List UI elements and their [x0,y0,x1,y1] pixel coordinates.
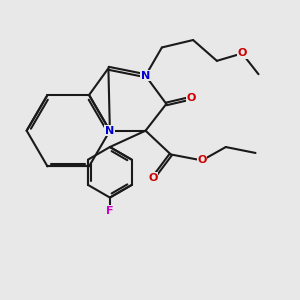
Text: N: N [105,126,115,136]
Text: O: O [148,173,158,183]
Text: O: O [238,48,247,59]
Text: O: O [197,155,207,165]
Text: N: N [141,71,150,81]
Text: O: O [187,93,196,103]
Text: F: F [106,206,114,216]
